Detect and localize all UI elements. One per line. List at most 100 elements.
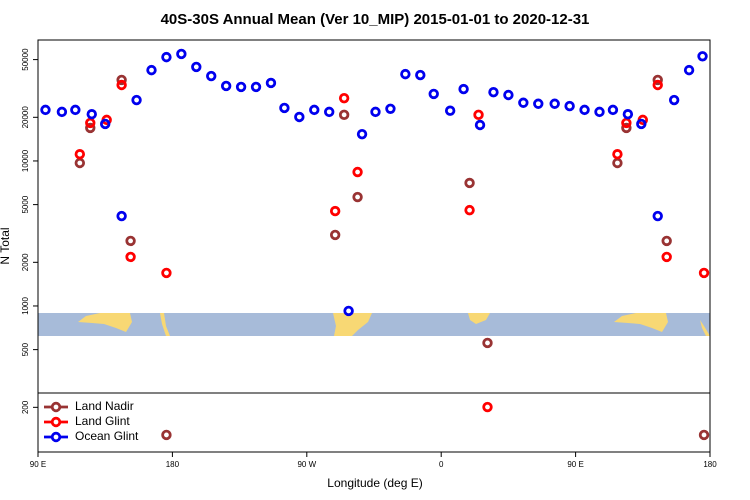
point bbox=[176, 48, 187, 60]
point bbox=[464, 204, 475, 216]
point bbox=[56, 106, 68, 118]
point bbox=[415, 69, 426, 81]
point bbox=[612, 149, 623, 160]
point bbox=[612, 157, 623, 169]
point bbox=[473, 109, 484, 121]
point bbox=[444, 105, 456, 116]
point bbox=[549, 98, 560, 109]
y-tick-label: 5000 bbox=[21, 195, 30, 213]
point bbox=[668, 94, 680, 106]
point bbox=[356, 128, 368, 140]
legend-label: Land Nadir bbox=[75, 399, 134, 413]
point bbox=[564, 100, 575, 112]
legend-label: Land Glint bbox=[75, 414, 130, 428]
x-tick-label: 180 bbox=[166, 460, 180, 469]
plot-frame bbox=[37, 39, 711, 453]
y-axis-label: N Total bbox=[0, 227, 12, 264]
point bbox=[698, 267, 710, 279]
point bbox=[338, 109, 350, 121]
point bbox=[474, 119, 486, 131]
point bbox=[579, 104, 590, 116]
point bbox=[518, 97, 529, 108]
y-tick-label: 10000 bbox=[21, 149, 30, 172]
point bbox=[622, 109, 634, 120]
point bbox=[428, 88, 439, 100]
point bbox=[206, 70, 217, 82]
point bbox=[385, 103, 396, 114]
point bbox=[698, 429, 710, 441]
point bbox=[533, 98, 544, 109]
point bbox=[697, 51, 708, 62]
point bbox=[116, 210, 127, 222]
point bbox=[400, 68, 411, 80]
point bbox=[683, 64, 695, 76]
point bbox=[329, 229, 341, 241]
legend-marker bbox=[50, 416, 62, 428]
y-tick-label: 20000 bbox=[21, 106, 30, 129]
x-tick-label: 90 E bbox=[567, 460, 583, 469]
point bbox=[86, 109, 97, 120]
point bbox=[661, 251, 672, 263]
point bbox=[250, 81, 262, 93]
legend-label: Ocean Glint bbox=[75, 429, 139, 443]
y-tick-label: 2000 bbox=[21, 253, 30, 271]
point bbox=[594, 106, 605, 118]
point bbox=[661, 235, 672, 247]
point bbox=[131, 94, 142, 106]
y-tick-label: 200 bbox=[21, 400, 30, 414]
point bbox=[309, 104, 320, 116]
point bbox=[40, 104, 51, 116]
point bbox=[70, 104, 81, 116]
point bbox=[74, 149, 86, 160]
y-tick-label: 50000 bbox=[21, 48, 30, 71]
point bbox=[338, 92, 350, 104]
point bbox=[464, 177, 475, 189]
point bbox=[482, 401, 493, 413]
x-tick-label: 180 bbox=[703, 460, 717, 469]
point bbox=[652, 79, 663, 91]
point bbox=[503, 89, 514, 101]
point bbox=[146, 64, 157, 76]
point bbox=[161, 51, 172, 63]
y-tick-label: 1000 bbox=[21, 297, 30, 315]
point bbox=[161, 429, 172, 441]
x-tick-label: 90 E bbox=[30, 460, 46, 469]
point bbox=[99, 118, 111, 130]
chart-title: 40S-30S Annual Mean (Ver 10_MIP) 2015-01… bbox=[161, 11, 590, 28]
x-tick-label: 0 bbox=[439, 460, 444, 469]
point bbox=[370, 106, 381, 118]
point bbox=[161, 267, 172, 279]
point bbox=[352, 191, 363, 203]
point bbox=[607, 104, 619, 116]
point bbox=[329, 205, 341, 217]
point bbox=[220, 80, 232, 92]
y-tick-label: 500 bbox=[21, 342, 30, 356]
map-band bbox=[38, 313, 710, 336]
point bbox=[324, 106, 335, 118]
point bbox=[488, 86, 499, 98]
point bbox=[85, 122, 96, 134]
legend-marker bbox=[50, 431, 62, 443]
point bbox=[458, 83, 469, 95]
point bbox=[279, 102, 290, 114]
point bbox=[116, 74, 127, 86]
point bbox=[265, 77, 277, 89]
x-axis-label: Longitude (deg E) bbox=[327, 476, 422, 490]
point bbox=[191, 61, 202, 73]
point bbox=[74, 157, 86, 169]
point bbox=[343, 305, 354, 317]
point bbox=[636, 118, 647, 130]
point bbox=[621, 122, 632, 134]
x-tick-label: 90 W bbox=[297, 460, 316, 469]
point bbox=[652, 210, 663, 222]
point bbox=[482, 337, 493, 349]
legend-marker bbox=[50, 401, 62, 413]
point bbox=[352, 166, 363, 178]
point bbox=[116, 79, 127, 91]
point bbox=[652, 74, 663, 86]
point bbox=[125, 251, 136, 263]
point bbox=[294, 111, 305, 123]
point bbox=[235, 81, 247, 93]
point bbox=[125, 235, 136, 247]
